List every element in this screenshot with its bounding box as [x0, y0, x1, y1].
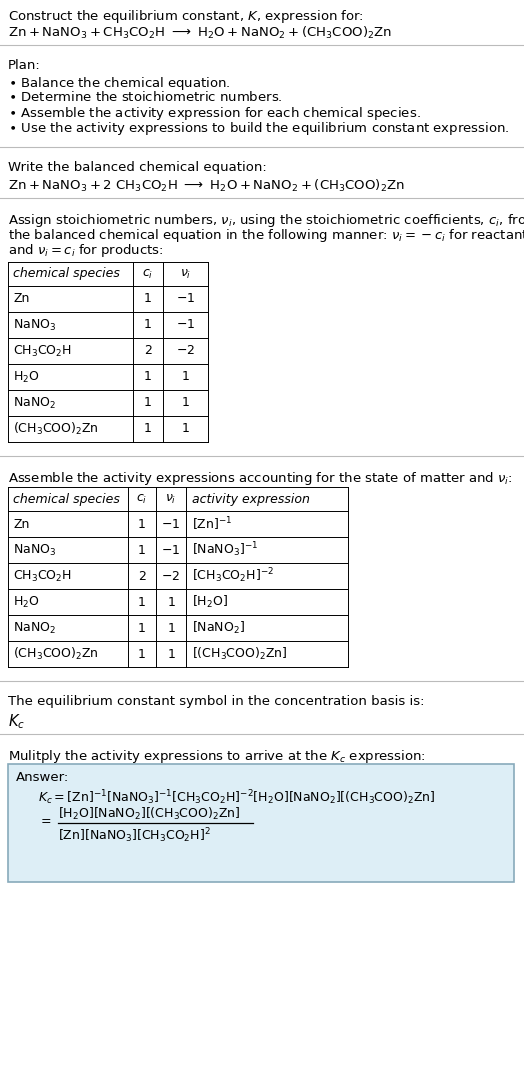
Text: 1: 1	[138, 543, 146, 556]
Text: $1$: $1$	[181, 422, 190, 435]
Text: $\nu_i$: $\nu_i$	[165, 492, 177, 505]
Text: the balanced chemical equation in the following manner: $\nu_i = -c_i$ for react: the balanced chemical equation in the fo…	[8, 227, 524, 244]
Text: activity expression: activity expression	[192, 492, 310, 505]
Text: $[\mathrm{NaNO_2}]$: $[\mathrm{NaNO_2}]$	[192, 620, 245, 636]
Text: $c_i$: $c_i$	[136, 492, 148, 505]
Text: Answer:: Answer:	[16, 771, 69, 784]
Text: $\mathrm{Zn + NaNO_3 + CH_3CO_2H \ \longrightarrow \ H_2O + NaNO_2 + (CH_3COO)_2: $\mathrm{Zn + NaNO_3 + CH_3CO_2H \ \long…	[8, 25, 392, 41]
Text: $[\mathrm{CH_3CO_2H}]^{-2}$: $[\mathrm{CH_3CO_2H}]^{-2}$	[192, 566, 274, 586]
Text: $-1$: $-1$	[161, 543, 181, 556]
Text: $[\mathrm{H_2O}][\mathrm{NaNO_2}][(\mathrm{CH_3COO})_2\mathrm{Zn}]$: $[\mathrm{H_2O}][\mathrm{NaNO_2}][(\math…	[58, 806, 241, 823]
Text: Construct the equilibrium constant, $K$, expression for:: Construct the equilibrium constant, $K$,…	[8, 8, 364, 25]
Text: $\bullet\ $Determine the stoichiometric numbers.: $\bullet\ $Determine the stoichiometric …	[8, 89, 282, 104]
Text: $[\mathrm{Zn}]^{-1}$: $[\mathrm{Zn}]^{-1}$	[192, 515, 233, 532]
Text: CH$_3$CO$_2$H: CH$_3$CO$_2$H	[13, 568, 72, 584]
Text: chemical species: chemical species	[13, 267, 120, 280]
Text: (CH$_3$COO)$_2$Zn: (CH$_3$COO)$_2$Zn	[13, 646, 99, 662]
Text: Assemble the activity expressions accounting for the state of matter and $\nu_i$: Assemble the activity expressions accoun…	[8, 470, 512, 487]
Text: $c_i$: $c_i$	[143, 267, 154, 280]
Text: $\bullet\ $Balance the chemical equation.: $\bullet\ $Balance the chemical equation…	[8, 75, 231, 92]
Text: 1: 1	[144, 319, 152, 332]
Text: $-1$: $-1$	[176, 292, 195, 305]
Text: NaNO$_2$: NaNO$_2$	[13, 395, 56, 410]
Text: $1$: $1$	[167, 622, 176, 635]
Text: and $\nu_i = c_i$ for products:: and $\nu_i = c_i$ for products:	[8, 242, 163, 259]
Text: 1: 1	[138, 517, 146, 530]
Text: $1$: $1$	[167, 647, 176, 660]
Text: $\bullet\ $Use the activity expressions to build the equilibrium constant expres: $\bullet\ $Use the activity expressions …	[8, 120, 509, 137]
Text: NaNO$_2$: NaNO$_2$	[13, 621, 56, 636]
Text: $[\mathrm{H_2O}]$: $[\mathrm{H_2O}]$	[192, 594, 228, 610]
Text: chemical species: chemical species	[13, 492, 120, 505]
Text: 2: 2	[138, 570, 146, 583]
Text: Zn: Zn	[13, 292, 29, 305]
Text: $\mathrm{Zn + NaNO_3 + 2\ CH_3CO_2H \ \longrightarrow \ H_2O + NaNO_2 + (CH_3COO: $\mathrm{Zn + NaNO_3 + 2\ CH_3CO_2H \ \l…	[8, 178, 405, 194]
Text: $[\mathrm{NaNO_3}]^{-1}$: $[\mathrm{NaNO_3}]^{-1}$	[192, 541, 258, 560]
Text: Plan:: Plan:	[8, 59, 41, 72]
Text: $1$: $1$	[181, 396, 190, 409]
Text: 1: 1	[144, 371, 152, 384]
Text: H$_2$O: H$_2$O	[13, 370, 40, 384]
Text: $-2$: $-2$	[161, 570, 181, 583]
Text: $=$: $=$	[38, 814, 52, 827]
Text: $\bullet\ $Assemble the activity expression for each chemical species.: $\bullet\ $Assemble the activity express…	[8, 105, 421, 122]
Text: 1: 1	[138, 622, 146, 635]
Text: 1: 1	[144, 292, 152, 305]
Text: $1$: $1$	[167, 596, 176, 609]
Text: Write the balanced chemical equation:: Write the balanced chemical equation:	[8, 161, 267, 173]
Text: 1: 1	[138, 647, 146, 660]
Text: Assign stoichiometric numbers, $\nu_i$, using the stoichiometric coefficients, $: Assign stoichiometric numbers, $\nu_i$, …	[8, 212, 524, 229]
Text: $-1$: $-1$	[176, 319, 195, 332]
Text: Zn: Zn	[13, 517, 29, 530]
Text: Mulitply the activity expressions to arrive at the $K_c$ expression:: Mulitply the activity expressions to arr…	[8, 748, 426, 765]
Text: NaNO$_3$: NaNO$_3$	[13, 317, 56, 333]
Text: CH$_3$CO$_2$H: CH$_3$CO$_2$H	[13, 344, 72, 359]
FancyBboxPatch shape	[8, 764, 514, 882]
Text: $[(\mathrm{CH_3COO})_2\mathrm{Zn}]$: $[(\mathrm{CH_3COO})_2\mathrm{Zn}]$	[192, 646, 288, 662]
Text: 1: 1	[144, 396, 152, 409]
Text: $K_c = [\mathrm{Zn}]^{-1}[\mathrm{NaNO_3}]^{-1}[\mathrm{CH_3CO_2H}]^{-2}[\mathrm: $K_c = [\mathrm{Zn}]^{-1}[\mathrm{NaNO_3…	[38, 788, 435, 806]
Text: H$_2$O: H$_2$O	[13, 595, 40, 610]
Text: $[\mathrm{Zn}][\mathrm{NaNO_3}][\mathrm{CH_3CO_2H}]^2$: $[\mathrm{Zn}][\mathrm{NaNO_3}][\mathrm{…	[58, 826, 211, 844]
Text: $1$: $1$	[181, 371, 190, 384]
Text: $-1$: $-1$	[161, 517, 181, 530]
Text: 1: 1	[138, 596, 146, 609]
Text: $-2$: $-2$	[176, 345, 195, 358]
Text: $K_c$: $K_c$	[8, 712, 25, 731]
Text: NaNO$_3$: NaNO$_3$	[13, 542, 56, 558]
Text: 1: 1	[144, 422, 152, 435]
Text: 2: 2	[144, 345, 152, 358]
Text: $\nu_i$: $\nu_i$	[180, 267, 191, 280]
Text: The equilibrium constant symbol in the concentration basis is:: The equilibrium constant symbol in the c…	[8, 695, 424, 708]
Text: (CH$_3$COO)$_2$Zn: (CH$_3$COO)$_2$Zn	[13, 421, 99, 437]
